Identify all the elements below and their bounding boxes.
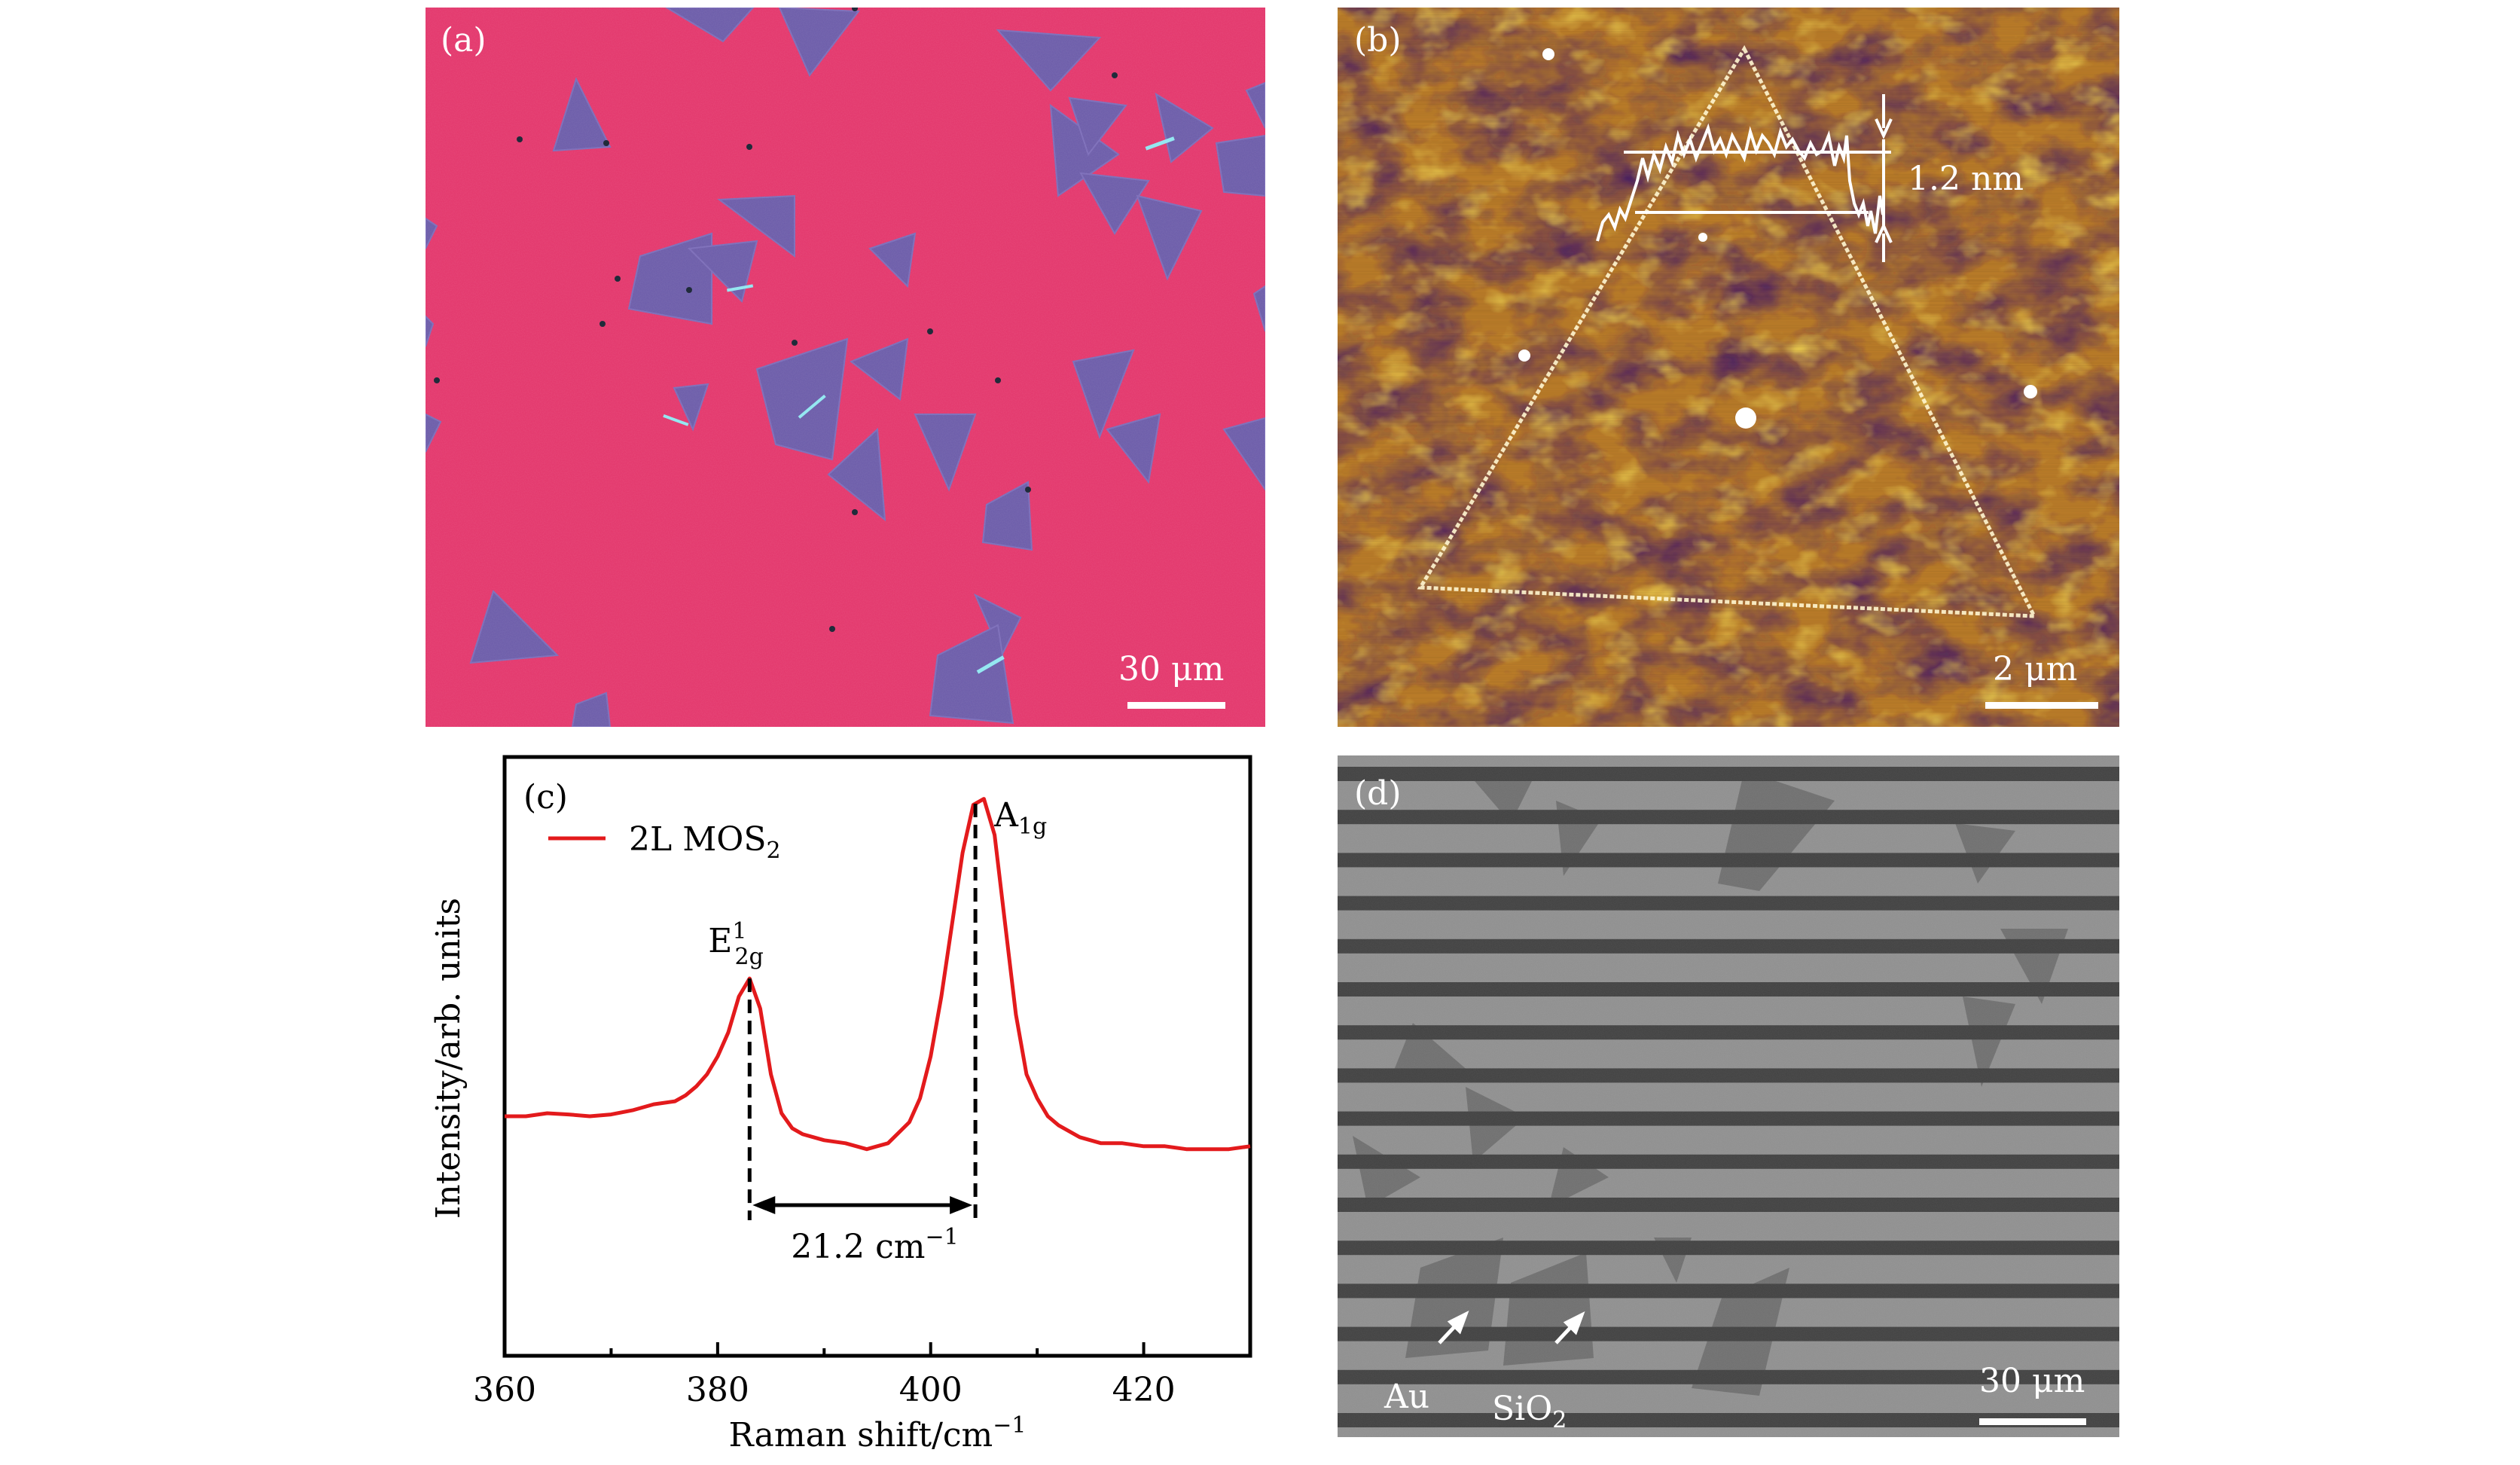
scale-bar	[1127, 702, 1225, 709]
sio2-label-sub: 2	[1552, 1407, 1567, 1433]
series-line-2L-MOS2	[505, 797, 1251, 1152]
peak-e2g-label: E1 2g	[708, 918, 764, 970]
x-axis-tick-labels: 360 380 400 420	[473, 1371, 1176, 1409]
y-axis-label: Intensity/arb. units	[429, 898, 468, 1219]
peak-a1g-label: A1g	[993, 796, 1047, 840]
annotation-arrows	[1438, 1310, 1585, 1344]
afm-particles	[1518, 48, 2037, 429]
scale-bar-label: 30 μm	[1118, 650, 1225, 688]
scale-bar	[1985, 702, 2098, 709]
x-tick-label-380: 380	[686, 1371, 749, 1409]
panel-label: (a)	[441, 21, 487, 60]
au-label: Au	[1384, 1378, 1430, 1416]
separation-label: 21.2 cm−1	[791, 1224, 959, 1266]
afm-image-graphic	[1338, 8, 2119, 727]
panel-label: (b)	[1354, 21, 1402, 60]
panel-d-sem-image: (d) Au SiO2 30 μm	[1338, 755, 2119, 1437]
optical-image-graphic	[426, 8, 1265, 727]
panel-b-afm-image: (b) 1.2 nm 2 μm	[1338, 8, 2119, 727]
scale-bar-label: 2 μm	[1993, 650, 2078, 688]
sio2-label-base: SiO	[1492, 1390, 1553, 1428]
height-profile	[1596, 94, 1893, 262]
scale-bar-label: 30 μm	[1979, 1362, 2085, 1400]
legend: 2L MOS2	[548, 820, 781, 864]
sio2-label: SiO2	[1492, 1390, 1567, 1433]
sem-image-graphic	[1338, 755, 2119, 1437]
panel-a-optical-image: (a) 30 μm	[426, 8, 1265, 727]
triangle-flake-outline	[1417, 44, 2038, 618]
scale-bar	[1979, 1418, 2086, 1425]
x-tick-label-360: 360	[473, 1371, 536, 1409]
x-tick-label-400: 400	[899, 1371, 963, 1409]
x-axis-ticks	[503, 1342, 1252, 1356]
panel-label: (c)	[523, 778, 568, 816]
separation-arrow-right-head	[950, 1196, 973, 1214]
plot-frame	[502, 755, 1252, 1358]
x-axis-label: Raman shift/cm−1	[728, 1412, 1026, 1454]
panel-c-raman-chart: 360 380 400 420 (c) 2L MOS2 E1 2g A1g 21.2 c…	[429, 755, 1252, 1454]
panel-label: (d)	[1354, 774, 1402, 813]
height-label: 1.2 nm	[1908, 160, 2024, 198]
separation-arrow-left-head	[752, 1196, 776, 1214]
legend-label: 2L MOS2	[629, 820, 781, 864]
x-tick-label-420: 420	[1112, 1371, 1176, 1409]
